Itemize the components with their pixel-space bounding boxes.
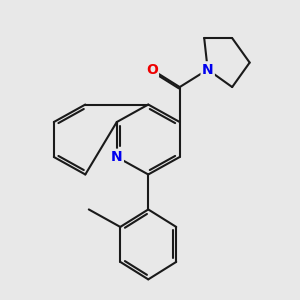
Text: N: N [111,150,123,164]
Text: N: N [202,63,214,76]
Text: O: O [146,63,158,76]
